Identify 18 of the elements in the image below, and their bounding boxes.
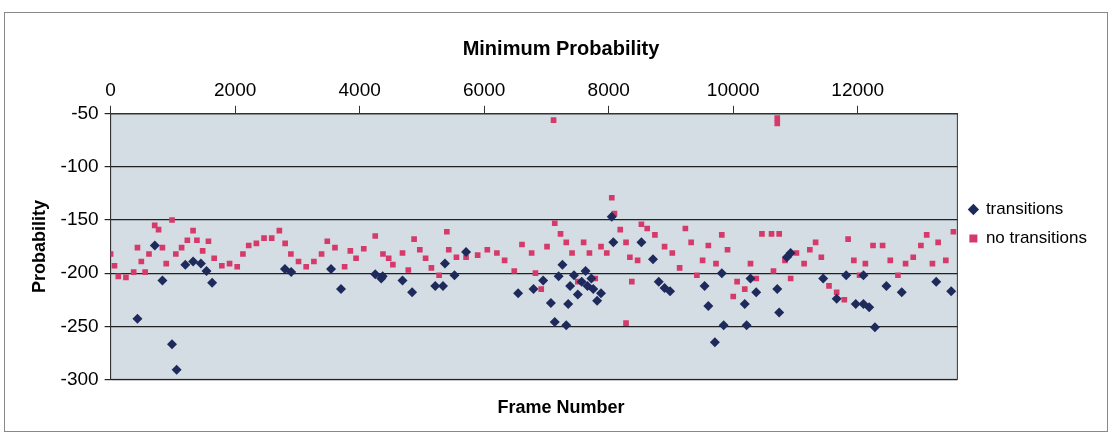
y-tick-label: -50 <box>71 102 99 124</box>
y-axis-title: Probability <box>28 200 49 294</box>
chart-title: Minimum Probability <box>462 36 661 59</box>
x-axis-title: Frame Number <box>497 397 625 418</box>
x-tick-label: 2000 <box>214 78 257 100</box>
x-tick-label: 6000 <box>463 78 506 100</box>
y-tick-label: -300 <box>60 367 99 389</box>
y-tick-label: -200 <box>60 261 99 283</box>
y-tick-label: -250 <box>60 314 99 336</box>
x-tick-label: 12000 <box>831 78 885 100</box>
x-tick-label: 10000 <box>706 78 760 100</box>
x-tick-label: 0 <box>105 78 116 100</box>
x-tick-label: 4000 <box>338 78 381 100</box>
x-tick-label: 8000 <box>587 78 630 100</box>
y-tick-label: -100 <box>60 155 99 177</box>
legend-label: no transitions <box>985 228 1088 248</box>
legend-label: transitions <box>985 199 1064 219</box>
y-tick-label: -150 <box>60 208 99 230</box>
